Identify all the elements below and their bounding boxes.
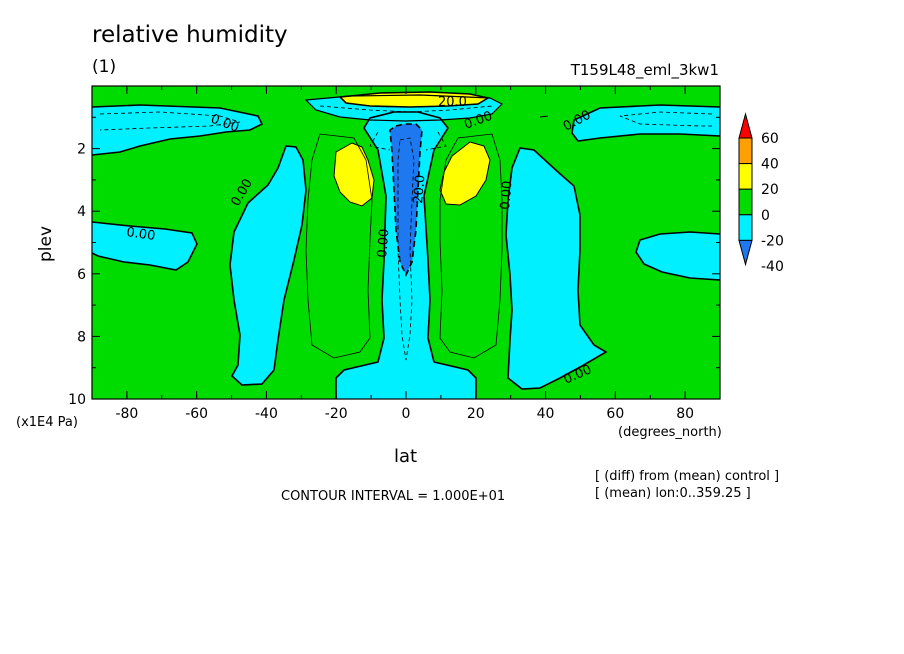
colorbar-tick-label: -20 xyxy=(761,233,784,249)
x-tick-label: 0 xyxy=(402,406,411,422)
colorbar-min-arrow xyxy=(738,239,753,267)
diff-note: [ (diff) from (mean) control ] xyxy=(595,469,780,484)
contour-fill-layer xyxy=(92,86,720,399)
contour-label: 0.00 xyxy=(375,228,392,258)
y-tick-label: 2 xyxy=(77,142,86,158)
region-right-upper-dry xyxy=(572,105,720,141)
x-tick-label: 20 xyxy=(467,406,485,422)
region-right-subtropical-moist xyxy=(440,142,490,205)
y-tick-label: 10 xyxy=(68,392,86,408)
region-right-tongue-dry xyxy=(506,148,606,389)
region-left-tongue-dry xyxy=(230,146,306,385)
y-tick-label: 4 xyxy=(77,204,86,220)
x-tick-label: 80 xyxy=(676,406,694,422)
region-left-subtropical-moist xyxy=(334,143,374,206)
axes: -80 -60 -40 -20 0 20 40 60 80 2 4 6 8 10 xyxy=(68,86,721,422)
region-left-mid-dry xyxy=(92,222,197,270)
chart-title: relative humidity xyxy=(92,22,288,48)
colorbar-tick-label: 0 xyxy=(761,208,770,224)
colorbar-tick-label: 60 xyxy=(761,131,779,147)
contour-label: 20.0 xyxy=(438,95,467,110)
colorbar-segment xyxy=(738,163,753,190)
colorbar-max-arrow xyxy=(738,112,753,139)
y-axis-unit: (x1E4 Pa) xyxy=(16,415,78,430)
mean-note: [ (mean) lon:0..359.25 ] xyxy=(595,486,751,501)
colorbar-tick-label: 20 xyxy=(761,182,779,198)
y-tick-label: 6 xyxy=(77,267,86,283)
region-left-upper-dry xyxy=(92,105,262,155)
x-tick-label: -40 xyxy=(255,406,278,422)
colorbar-segment xyxy=(738,214,753,241)
region-right-mid-dry xyxy=(636,232,720,280)
colorbar-tick-label: 40 xyxy=(761,157,779,173)
y-axis-label: plev xyxy=(36,225,56,262)
x-axis-label: lat xyxy=(394,446,418,467)
colorbar: 60 40 20 0 -20 -40 xyxy=(738,112,784,275)
x-tick-label: 60 xyxy=(606,406,624,422)
x-tick-label: -60 xyxy=(185,406,208,422)
colorbar-segment xyxy=(738,188,753,216)
chart-subtitle: (1) xyxy=(92,57,117,77)
colorbar-segment xyxy=(738,137,753,165)
x-axis-unit: (degrees_north) xyxy=(618,425,722,440)
x-tick-label: -20 xyxy=(325,406,348,422)
colorbar-tick-label: -40 xyxy=(761,259,784,275)
run-name: T159L48_eml_3kw1 xyxy=(570,61,719,79)
x-tick-label: 40 xyxy=(537,406,555,422)
y-tick-label: 8 xyxy=(77,329,86,345)
x-tick-label: -80 xyxy=(115,406,138,422)
contour-label: 0.00 xyxy=(125,225,156,244)
contour-interval: CONTOUR INTERVAL = 1.000E+01 xyxy=(281,489,506,504)
region-equatorial-core xyxy=(390,124,422,275)
contour-label: 0.00 xyxy=(498,180,515,210)
contour-label: 20.0 xyxy=(411,174,428,204)
contour-line-layer xyxy=(92,91,720,399)
